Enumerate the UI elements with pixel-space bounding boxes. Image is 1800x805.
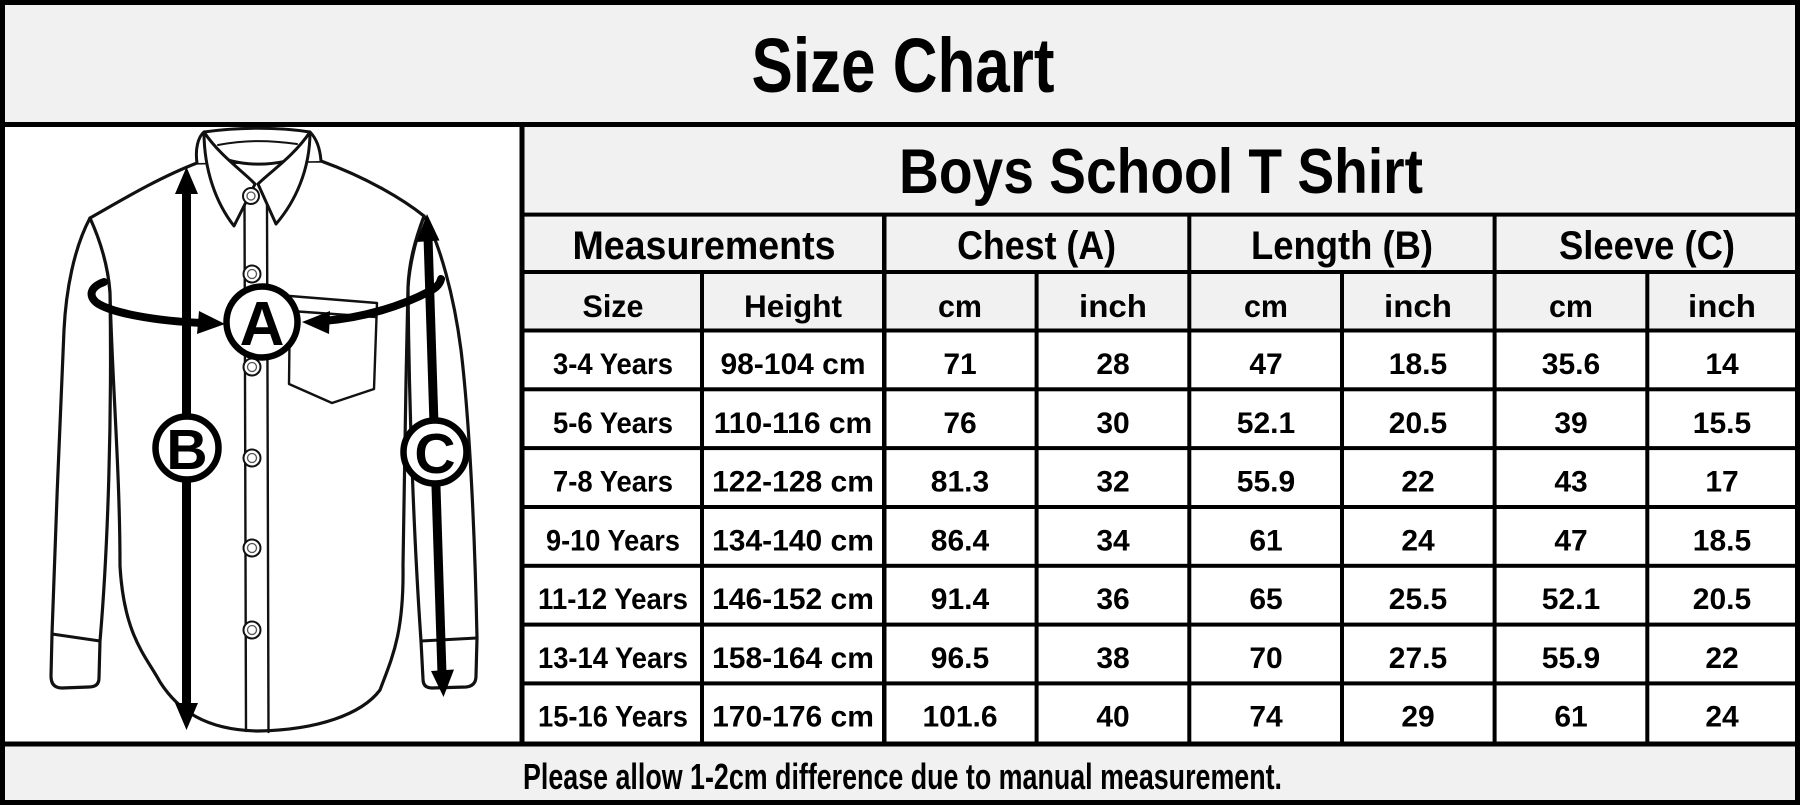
svg-text:Size: Size	[583, 288, 644, 324]
svg-text:3-4 Years: 3-4 Years	[553, 348, 673, 381]
svg-text:Chest (A): Chest (A)	[957, 224, 1116, 268]
svg-text:18.5: 18.5	[1693, 524, 1751, 557]
svg-text:13-14 Years: 13-14 Years	[538, 642, 688, 675]
svg-text:Size Chart: Size Chart	[752, 23, 1055, 109]
svg-text:14: 14	[1705, 348, 1739, 381]
svg-text:122-128 cm: 122-128 cm	[712, 466, 874, 499]
svg-text:27.5: 27.5	[1389, 642, 1447, 675]
svg-text:B: B	[166, 418, 207, 482]
svg-text:36: 36	[1096, 583, 1129, 616]
svg-text:38: 38	[1096, 642, 1129, 675]
svg-text:76: 76	[943, 407, 976, 440]
svg-text:inch: inch	[1688, 288, 1756, 324]
svg-text:11-12 Years: 11-12 Years	[538, 583, 688, 616]
svg-text:5-6 Years: 5-6 Years	[553, 407, 673, 440]
svg-text:61: 61	[1249, 524, 1282, 557]
svg-text:158-164 cm: 158-164 cm	[712, 642, 874, 675]
svg-text:29: 29	[1401, 701, 1434, 734]
svg-text:70: 70	[1249, 642, 1282, 675]
svg-text:98-104 cm: 98-104 cm	[720, 348, 865, 381]
svg-text:25.5: 25.5	[1389, 583, 1447, 616]
svg-text:inch: inch	[1384, 288, 1452, 324]
svg-text:65: 65	[1249, 583, 1282, 616]
svg-text:32: 32	[1096, 466, 1129, 499]
svg-text:Height: Height	[744, 288, 843, 324]
svg-text:101.6: 101.6	[922, 701, 997, 734]
svg-text:Boys School T Shirt: Boys School T Shirt	[899, 137, 1423, 207]
svg-text:Measurements: Measurements	[573, 224, 836, 268]
svg-text:110-116 cm: 110-116 cm	[714, 407, 872, 440]
svg-text:170-176 cm: 170-176 cm	[712, 701, 874, 734]
svg-text:inch: inch	[1079, 288, 1147, 324]
svg-text:86.4: 86.4	[931, 524, 990, 557]
svg-text:74: 74	[1249, 701, 1283, 734]
svg-text:96.5: 96.5	[931, 642, 989, 675]
svg-text:40: 40	[1096, 701, 1129, 734]
svg-text:35.6: 35.6	[1542, 348, 1600, 381]
svg-text:20.5: 20.5	[1693, 583, 1751, 616]
svg-text:24: 24	[1705, 701, 1739, 734]
svg-text:24: 24	[1401, 524, 1435, 557]
svg-text:55.9: 55.9	[1237, 466, 1295, 499]
svg-text:Length (B): Length (B)	[1251, 224, 1433, 268]
svg-text:22: 22	[1705, 642, 1738, 675]
svg-text:71: 71	[943, 348, 976, 381]
svg-text:47: 47	[1554, 524, 1587, 557]
svg-text:C: C	[414, 422, 455, 486]
svg-text:28: 28	[1096, 348, 1129, 381]
svg-text:55.9: 55.9	[1542, 642, 1600, 675]
svg-text:20.5: 20.5	[1389, 407, 1447, 440]
svg-text:52.1: 52.1	[1542, 583, 1600, 616]
svg-text:cm: cm	[1244, 288, 1288, 324]
svg-text:91.4: 91.4	[931, 583, 990, 616]
svg-text:18.5: 18.5	[1389, 348, 1447, 381]
svg-text:Please allow 1-2cm difference: Please allow 1-2cm difference due to man…	[523, 756, 1282, 797]
svg-text:cm: cm	[938, 288, 982, 324]
svg-text:30: 30	[1096, 407, 1129, 440]
svg-text:61: 61	[1554, 701, 1587, 734]
svg-text:52.1: 52.1	[1237, 407, 1295, 440]
svg-text:cm: cm	[1549, 288, 1593, 324]
svg-text:Sleeve (C): Sleeve (C)	[1559, 224, 1735, 268]
svg-text:15.5: 15.5	[1693, 407, 1751, 440]
svg-text:34: 34	[1096, 524, 1130, 557]
svg-text:81.3: 81.3	[931, 466, 989, 499]
svg-text:22: 22	[1401, 466, 1434, 499]
svg-text:39: 39	[1554, 407, 1587, 440]
svg-text:47: 47	[1249, 348, 1282, 381]
svg-text:17: 17	[1705, 466, 1738, 499]
svg-text:134-140 cm: 134-140 cm	[712, 524, 874, 557]
svg-text:9-10 Years: 9-10 Years	[546, 524, 680, 557]
svg-text:146-152 cm: 146-152 cm	[712, 583, 874, 616]
svg-text:A: A	[240, 290, 285, 359]
svg-text:15-16 Years: 15-16 Years	[538, 701, 688, 734]
svg-text:43: 43	[1554, 466, 1587, 499]
svg-text:7-8 Years: 7-8 Years	[553, 466, 673, 499]
